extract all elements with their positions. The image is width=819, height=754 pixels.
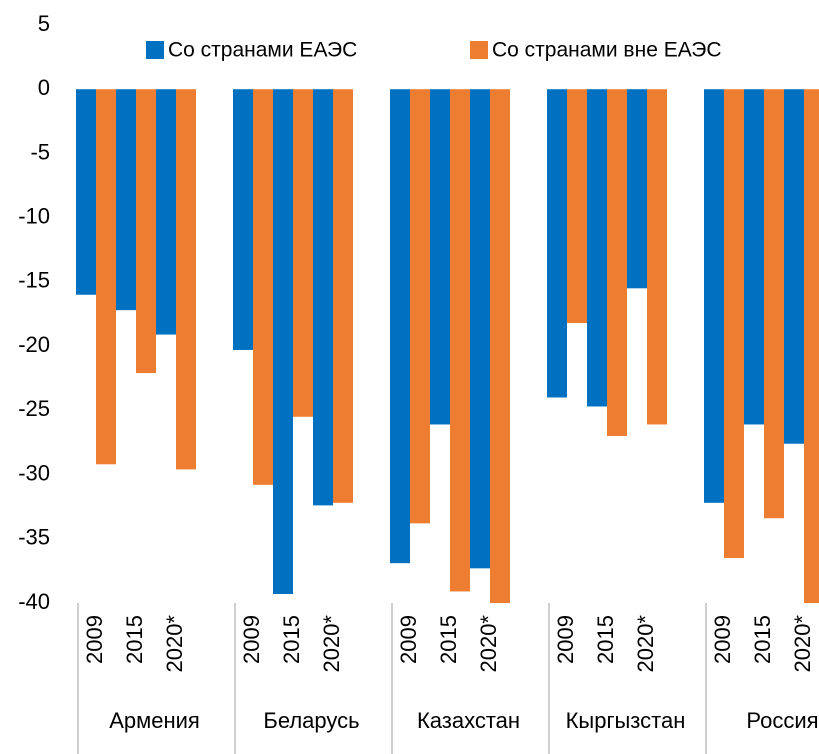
- x-tick-label: 2009: [239, 615, 264, 664]
- y-tick-label: -30: [18, 460, 50, 485]
- bar: [744, 89, 764, 425]
- bar: [273, 89, 293, 595]
- x-tick-label: 2009: [82, 615, 107, 664]
- legend-label: Со странами ЕАЭС: [168, 39, 357, 62]
- bar: [390, 89, 410, 564]
- y-tick-label: -25: [18, 396, 50, 421]
- bar: [704, 89, 724, 503]
- y-tick-label: 5: [38, 11, 50, 36]
- bar: [116, 89, 136, 311]
- legend-swatch: [470, 41, 488, 59]
- x-tick-label: 2020*: [162, 615, 187, 673]
- y-tick-label: -15: [18, 268, 50, 293]
- x-tick-label: 2015: [436, 615, 461, 664]
- bar: [490, 89, 510, 603]
- legend-swatch: [146, 41, 164, 59]
- bar: [724, 89, 744, 559]
- bar: [233, 89, 253, 350]
- bar: [547, 89, 567, 398]
- y-tick-label: -10: [18, 203, 50, 228]
- bar: [764, 89, 784, 519]
- y-tick-label: 0: [38, 75, 50, 100]
- group-label: Беларусь: [263, 708, 359, 733]
- bar: [253, 89, 273, 485]
- bar: [176, 89, 196, 470]
- bar: [784, 89, 804, 444]
- bar: [587, 89, 607, 407]
- y-tick-label: -5: [30, 139, 50, 164]
- bar: [293, 89, 313, 417]
- x-tick-label: 2020*: [790, 615, 815, 673]
- legend-label: Со странами вне ЕАЭС: [492, 39, 722, 62]
- x-tick-label: 2009: [553, 615, 578, 664]
- bar: [567, 89, 587, 323]
- x-tick-label: 2015: [122, 615, 147, 664]
- bar: [333, 89, 353, 503]
- bar: [647, 89, 667, 425]
- x-tick-label: 2015: [279, 615, 304, 664]
- x-tick-label: 2015: [593, 615, 618, 664]
- bar: [410, 89, 430, 524]
- x-tick-label: 2009: [710, 615, 735, 664]
- x-tick-label: 2015: [750, 615, 775, 664]
- bar: [450, 89, 470, 592]
- bar: [76, 89, 96, 295]
- bar: [156, 89, 176, 335]
- group-label: Россия: [746, 708, 818, 733]
- x-tick-label: 2020*: [476, 615, 501, 673]
- y-tick-label: -35: [18, 525, 50, 550]
- bar: [627, 89, 647, 289]
- bar: [136, 89, 156, 374]
- bar: [607, 89, 627, 437]
- bar: [96, 89, 116, 465]
- x-tick-label: 2020*: [319, 615, 344, 673]
- group-label: Армения: [109, 708, 200, 733]
- bar: [804, 89, 819, 603]
- bar: [313, 89, 333, 506]
- y-tick-label: -40: [18, 589, 50, 614]
- bar: [470, 89, 490, 569]
- group-label: Кыргызстан: [566, 708, 686, 733]
- x-tick-label: 2009: [396, 615, 421, 664]
- y-tick-label: -20: [18, 332, 50, 357]
- bar: [430, 89, 450, 425]
- x-tick-label: 2020*: [633, 615, 658, 673]
- group-label: Казахстан: [417, 708, 520, 733]
